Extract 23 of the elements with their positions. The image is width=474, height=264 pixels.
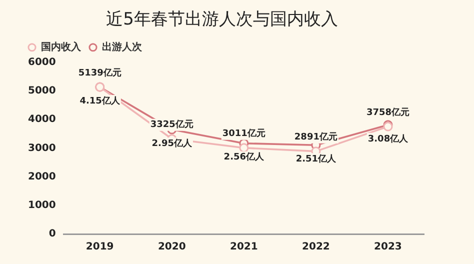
y-tick-label: 5000 — [28, 86, 56, 97]
y-tick-label: 2000 — [28, 171, 56, 182]
data-label: 2891亿元 — [294, 132, 338, 143]
y-tick-label: 0 — [48, 228, 56, 240]
y-tick-label: 6000 — [28, 56, 56, 68]
y-tick-label: 1000 — [28, 200, 56, 211]
data-label: 2.56亿人 — [224, 152, 266, 163]
x-tick-label: 2022 — [302, 242, 330, 253]
data-label: 3758亿元 — [366, 106, 410, 118]
x-tick-label: 2019 — [86, 242, 114, 253]
data-label: 5139亿元 — [78, 67, 122, 78]
legend-label: 国内收入 — [41, 40, 82, 53]
data-label: 3.08亿人 — [368, 133, 410, 144]
x-tick-label: 2020 — [158, 242, 186, 253]
x-tick-label: 2023 — [374, 242, 402, 253]
data-label: 3011亿元 — [222, 128, 266, 140]
x-tick-label: 2021 — [230, 242, 258, 253]
chart-title: 近5年春节出游人次与国内收入 — [106, 10, 338, 30]
legend-label: 出游人次 — [102, 40, 143, 53]
y-tick-label: 4000 — [28, 114, 56, 126]
y-tick-label: 3000 — [28, 142, 56, 154]
data-label: 4.15亿人 — [80, 95, 121, 106]
data-label: 2.51亿人 — [296, 153, 338, 164]
